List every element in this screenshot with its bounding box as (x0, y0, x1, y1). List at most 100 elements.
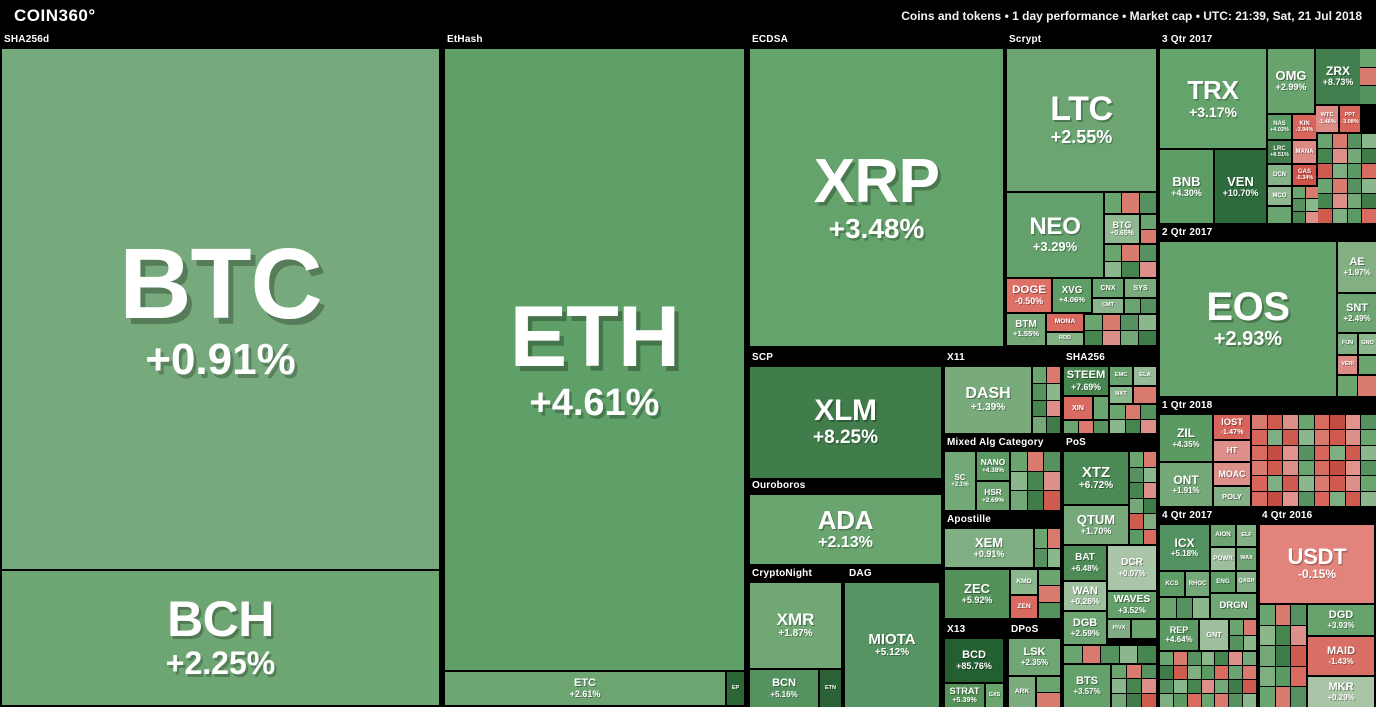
tile-small[interactable] (1112, 679, 1126, 693)
tile-small[interactable] (1293, 211, 1305, 223)
tile-small[interactable] (1121, 330, 1138, 345)
tile-small[interactable] (1345, 461, 1361, 476)
tile-mona[interactable]: MONA (1047, 314, 1083, 331)
tile-bat[interactable]: BAT +6.48% (1064, 546, 1106, 580)
tile-miota[interactable]: MIOTA +5.12% (845, 583, 939, 707)
tile-small[interactable] (1347, 134, 1362, 148)
coin360-logo[interactable]: COIN360° (14, 6, 96, 25)
tile-small[interactable] (1362, 209, 1376, 223)
tile-small[interactable] (1187, 666, 1201, 679)
tile-small[interactable] (1011, 491, 1027, 510)
tile-small[interactable] (1130, 452, 1143, 467)
tile-small[interactable] (1260, 666, 1275, 687)
tile-small[interactable] (1361, 445, 1376, 460)
tile-ae[interactable]: AE +1.97% (1338, 242, 1376, 292)
tile-usdt[interactable]: USDT -0.15% (1260, 525, 1374, 603)
tile-small[interactable] (1201, 694, 1215, 707)
tile-small[interactable] (1306, 187, 1318, 199)
tile-small[interactable] (1314, 445, 1330, 460)
tile-small[interactable] (1243, 652, 1256, 665)
tile-small[interactable] (1252, 461, 1267, 476)
tile-btg[interactable]: BTG +0.65% (1105, 215, 1139, 243)
tile-small[interactable] (1283, 476, 1298, 491)
tile-small[interactable] (1330, 491, 1345, 506)
tile-pivx[interactable]: PIVX (1108, 620, 1130, 638)
tile-small[interactable] (1229, 652, 1243, 665)
tile-small[interactable] (1044, 471, 1060, 491)
tile-bch[interactable]: BCH +2.25% (2, 571, 439, 705)
tile-nxt[interactable]: NXT (1110, 387, 1132, 403)
tile-small[interactable] (1332, 164, 1347, 178)
tile-small[interactable] (1173, 666, 1187, 679)
tile-ppt[interactable]: PPT -3.08% (1340, 106, 1360, 132)
tile-small[interactable] (1229, 666, 1243, 679)
tile-small[interactable] (1347, 164, 1362, 178)
tile-zen[interactable]: ZEN (1011, 596, 1037, 618)
tile-small[interactable] (1143, 467, 1156, 482)
tile-xlm[interactable]: XLM +8.25% (750, 367, 941, 478)
tile-fun[interactable]: FUN (1338, 334, 1357, 354)
tile-small[interactable] (1127, 679, 1141, 693)
tile-small[interactable] (1047, 417, 1060, 433)
tile-small[interactable] (1267, 445, 1283, 460)
tile-small[interactable] (1332, 194, 1347, 208)
tile-doge[interactable]: DOGE -0.50% (1007, 279, 1051, 312)
tile-small[interactable] (1347, 194, 1362, 208)
tile-small[interactable] (1037, 692, 1060, 707)
tile-small[interactable] (1047, 367, 1060, 383)
tile-small[interactable] (1291, 646, 1306, 666)
tile-etn[interactable]: ETN (820, 670, 841, 707)
tile-small[interactable] (1260, 687, 1275, 707)
tile-small[interactable] (1142, 665, 1156, 679)
tile-small[interactable] (1039, 586, 1060, 602)
tile-small[interactable] (1011, 471, 1027, 491)
tile-small[interactable] (1187, 680, 1201, 693)
tile-small[interactable] (1215, 694, 1229, 707)
tile-small[interactable] (1332, 179, 1347, 193)
tile-small[interactable] (1173, 680, 1187, 693)
tile-kcs[interactable]: KCS (1160, 572, 1184, 596)
tile-waves[interactable]: WAVES +3.52% (1108, 592, 1156, 618)
tile-small[interactable] (1314, 415, 1330, 430)
tile-small[interactable] (1229, 694, 1243, 707)
tile-small[interactable] (1139, 245, 1156, 261)
tile-small[interactable] (1362, 194, 1376, 208)
tile-gno[interactable]: GNO (1359, 334, 1376, 354)
tile-bcn[interactable]: BCN +5.16% (750, 670, 818, 707)
tile-small[interactable] (1105, 193, 1122, 213)
tile-powr[interactable]: POWR (1211, 548, 1235, 570)
tile-small[interactable] (1291, 687, 1306, 707)
tile-ltc[interactable]: LTC +2.55% (1007, 49, 1156, 191)
tile-small[interactable] (1119, 646, 1138, 663)
tile-small[interactable] (1318, 179, 1332, 193)
tile-small[interactable] (1141, 405, 1156, 419)
tile-small[interactable] (1201, 666, 1215, 679)
tile-small[interactable] (1033, 383, 1046, 400)
tile-small[interactable] (1314, 476, 1330, 491)
tile-small[interactable] (1139, 193, 1156, 213)
tile-bts[interactable]: BTS +3.57% (1064, 665, 1110, 707)
tile-small[interactable] (1332, 209, 1347, 223)
tile-small[interactable] (1306, 211, 1318, 223)
tile-small[interactable] (1173, 652, 1187, 665)
tile-trx[interactable]: TRX +3.17% (1160, 49, 1266, 148)
tile-small[interactable] (1291, 605, 1306, 625)
tile-small[interactable] (1127, 665, 1141, 679)
tile-small[interactable] (1330, 430, 1345, 445)
tile-small[interactable] (1318, 134, 1332, 148)
tile-small[interactable] (1125, 405, 1141, 419)
tile-dash[interactable]: DASH +1.39% (945, 367, 1031, 433)
tile-aion[interactable]: AION (1211, 525, 1235, 546)
tile-small[interactable] (1275, 625, 1291, 646)
tile-small[interactable] (1035, 529, 1047, 548)
tile-small[interactable] (1357, 376, 1376, 396)
tile-lsk[interactable]: LSK +2.35% (1009, 639, 1060, 675)
tile-small[interactable] (1360, 86, 1376, 104)
tile-small[interactable] (1260, 646, 1275, 666)
tile-small[interactable] (1243, 635, 1256, 650)
tile-zec[interactable]: ZEC +5.92% (945, 570, 1009, 618)
tile-nano[interactable]: NANO +4.38% (977, 452, 1009, 480)
tile-strat[interactable]: STRAT +5.39% (945, 684, 984, 707)
tile-small[interactable] (1125, 419, 1141, 433)
tile-small[interactable] (1362, 179, 1376, 193)
